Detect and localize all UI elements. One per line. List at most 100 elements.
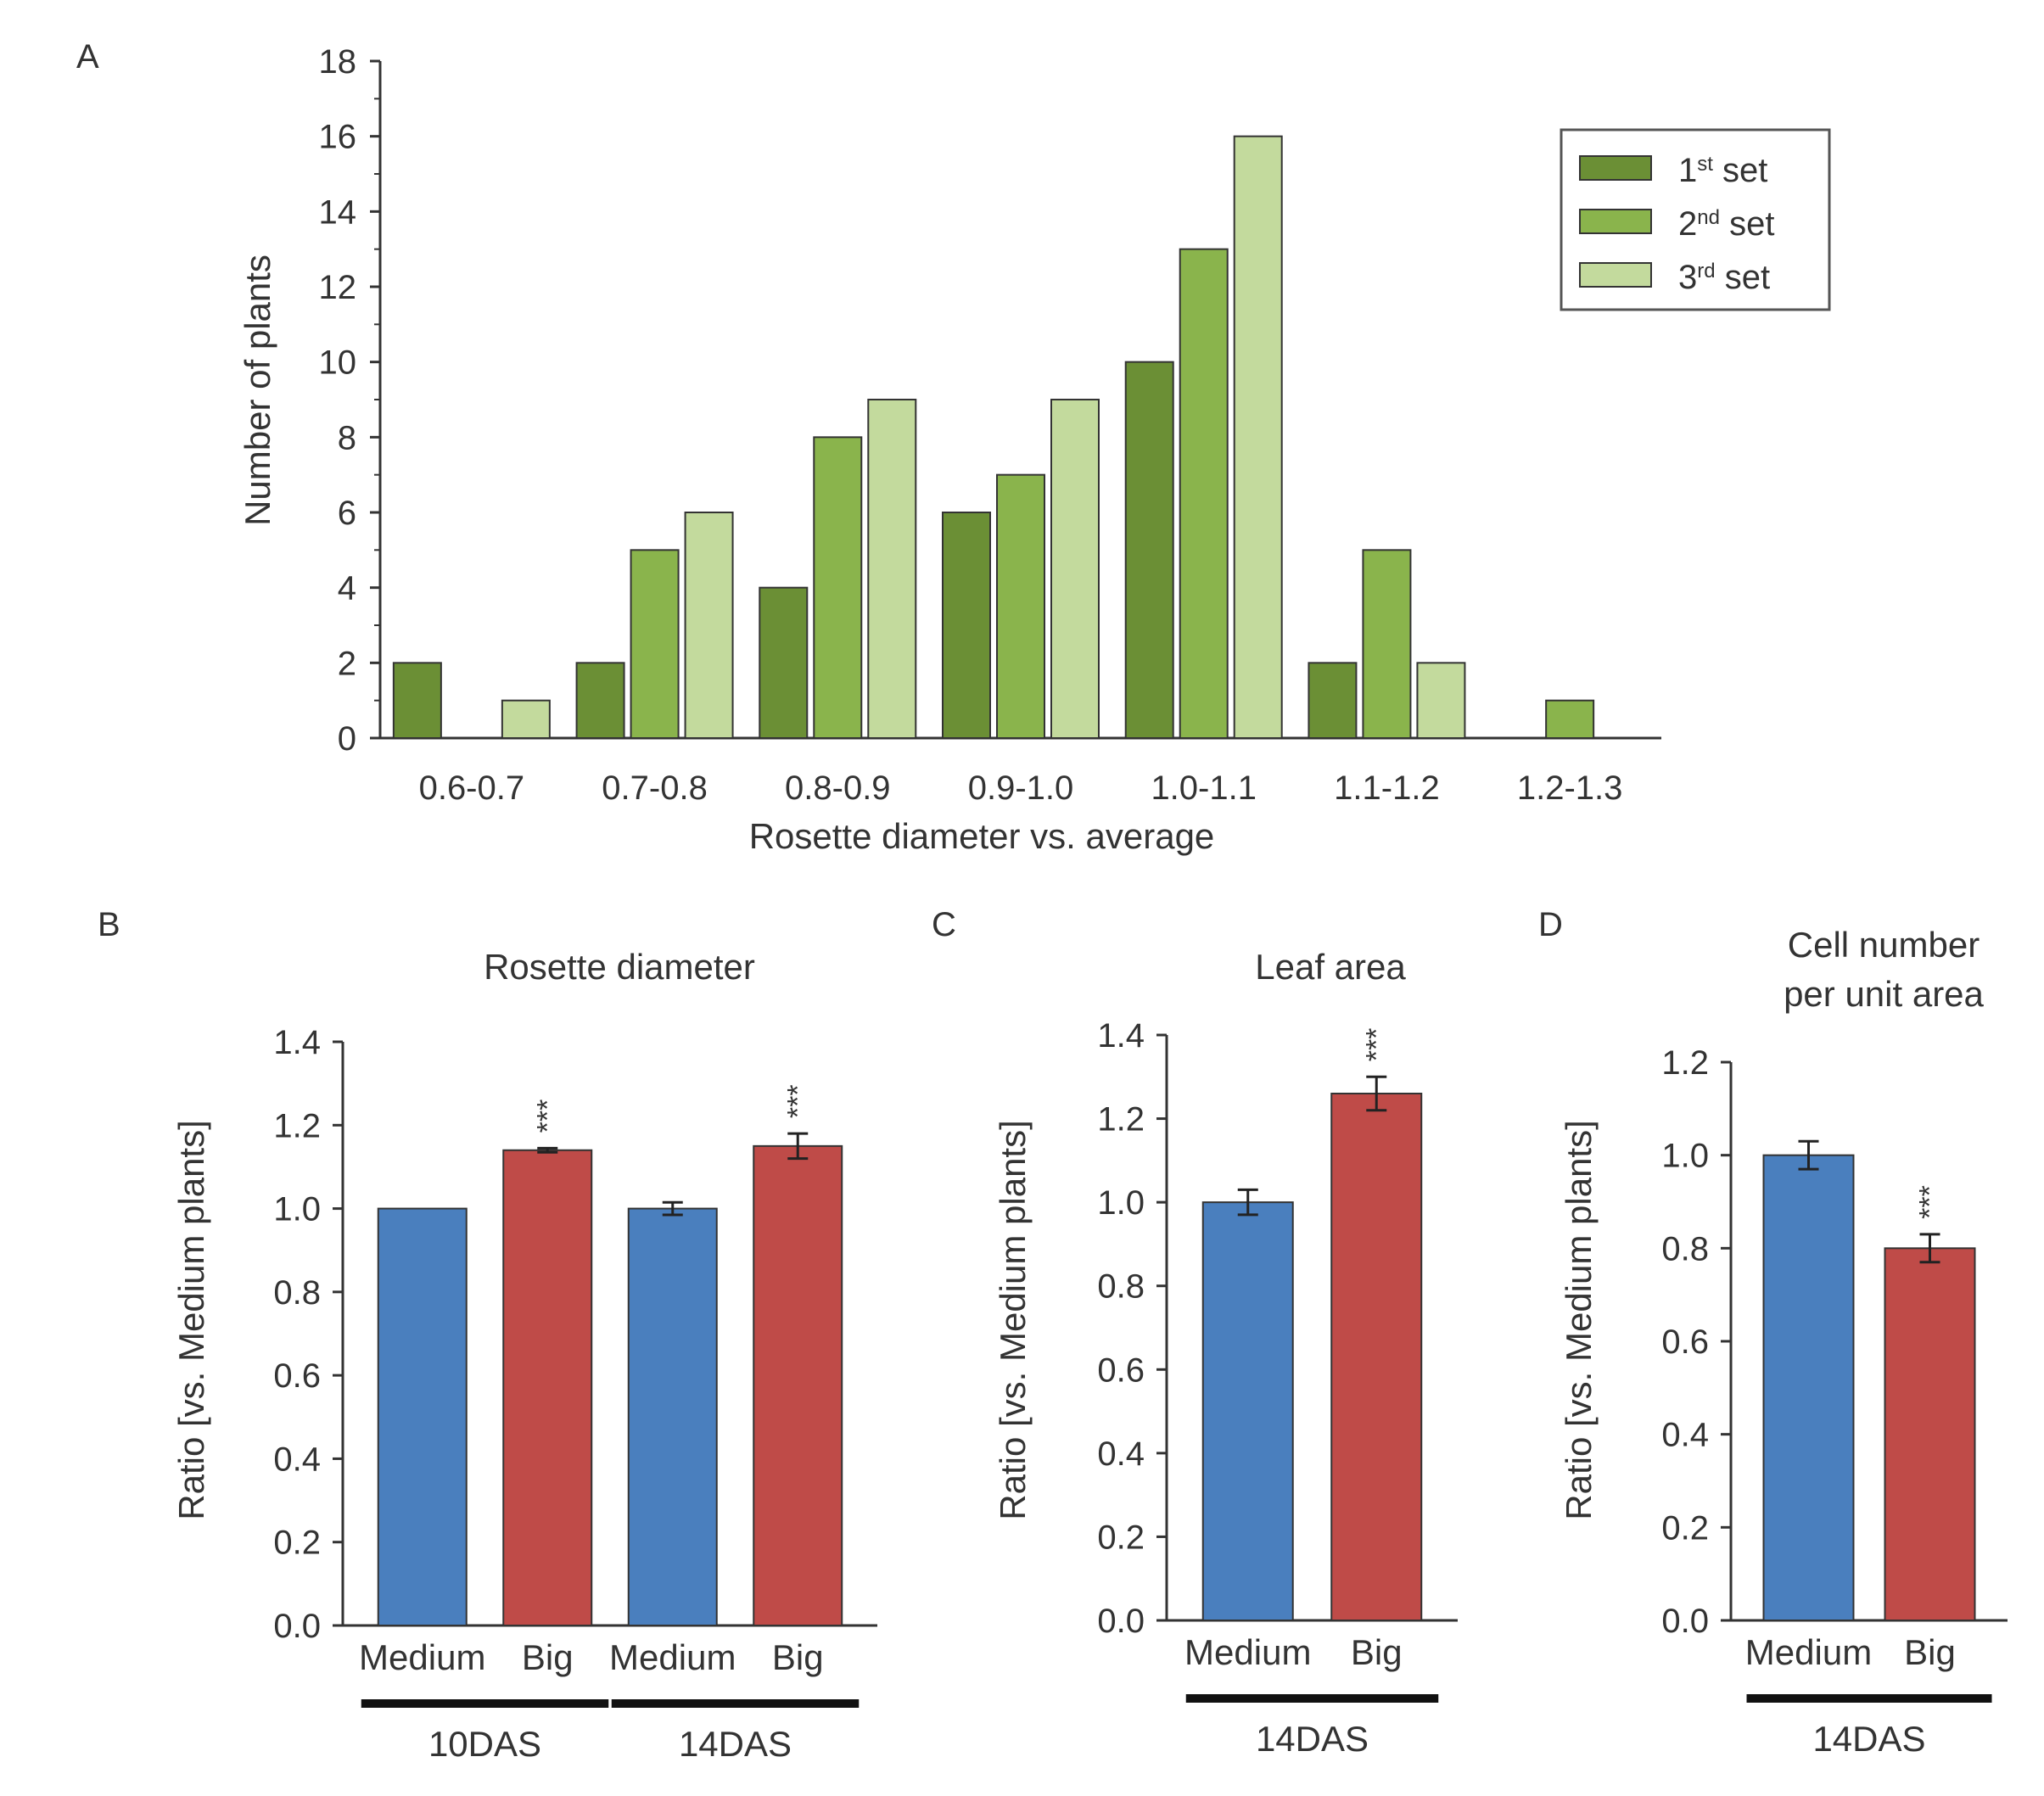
chart-b-y-tick-label: 0.6 xyxy=(273,1357,321,1395)
chart-d-y-tick-label: 1.0 xyxy=(1661,1138,1709,1175)
chart-a-ylabel: Number of plants xyxy=(238,255,277,526)
chart-b-bar-big xyxy=(753,1144,843,1627)
chart-b-y-tick-label: 0.4 xyxy=(273,1441,321,1478)
chart-a-bar-set1 xyxy=(575,662,625,739)
chart-a-x-tick-label: 1.2-1.3 xyxy=(1517,769,1623,807)
chart-c-title: Leaf area xyxy=(1255,947,1406,987)
chart-b-bar-big xyxy=(502,1149,593,1627)
chart-a-y-tick-label: 16 xyxy=(319,119,357,156)
chart-c-group-label: 14DAS xyxy=(1256,1719,1369,1759)
chart-b-y-tick-label: 0.0 xyxy=(273,1608,321,1645)
legend-swatch-set1 xyxy=(1579,155,1652,181)
chart-d-bar-medium xyxy=(1762,1154,1855,1621)
chart-c-y-tick-label: 0.6 xyxy=(1097,1351,1145,1389)
chart-c-y-tick-label: 0.0 xyxy=(1097,1603,1145,1640)
legend-label-set2: 2nd set xyxy=(1678,205,1774,243)
chart-a-y-tick-label: 12 xyxy=(319,269,357,306)
chart-a-y-tick-label: 0 xyxy=(338,720,356,758)
chart-a-bar-set2 xyxy=(1545,699,1595,740)
chart-c-y-tick-label: 0.8 xyxy=(1097,1268,1145,1306)
chart-a-bar-set2 xyxy=(1362,549,1412,739)
chart-a-legend: 1st set 2nd set 3rd set xyxy=(1560,128,1831,311)
chart-b-y-tick-label: 0.2 xyxy=(273,1525,321,1562)
chart-d-title-line2: per unit area xyxy=(1784,974,1984,1014)
chart-d-x-tick-label: Big xyxy=(1904,1632,1956,1672)
chart-b-y-tick-label: 1.2 xyxy=(273,1107,321,1144)
chart-a-x-tick-label: 1.0-1.1 xyxy=(1151,769,1257,807)
chart-a-x-tick-label: 0.8-0.9 xyxy=(785,769,891,807)
chart-a-bar-set3 xyxy=(1050,399,1100,739)
chart-c-ylabel: Ratio [vs. Medium plants] xyxy=(993,1120,1033,1520)
chart-b-title: Rosette diameter xyxy=(484,947,755,987)
chart-b: 0.0 0.2 0.4 0.6 0.8 1.0 1.2 1.4 Medium *** Big Medi… xyxy=(273,1024,877,1764)
chart-a-x-tick-label: 0.7-0.8 xyxy=(602,769,708,807)
legend-swatch-set2 xyxy=(1579,209,1652,234)
chart-a-bar-set2 xyxy=(813,436,863,739)
chart-c-bar-big xyxy=(1330,1093,1423,1621)
chart-b-significance-marker: *** xyxy=(531,1099,563,1133)
chart-b-bar-medium xyxy=(377,1207,468,1626)
chart-a-y-tick-label: 2 xyxy=(338,645,356,682)
chart-a-bar-set1 xyxy=(1308,662,1358,739)
chart-a-bar-set1 xyxy=(392,662,442,739)
chart-d-y-tick-label: 0.6 xyxy=(1661,1323,1709,1361)
chart-b-group-label: 14DAS xyxy=(679,1724,792,1764)
chart-a-bar-set3 xyxy=(867,399,917,739)
chart-b-bar-medium xyxy=(627,1207,718,1626)
chart-a-y-tick-label: 14 xyxy=(319,193,357,231)
chart-d-y-tick-label: 0.4 xyxy=(1661,1417,1709,1454)
legend-swatch-set3 xyxy=(1579,262,1652,288)
panel-label-c: C xyxy=(932,906,956,943)
chart-d-x-tick-label: Medium xyxy=(1745,1632,1872,1672)
chart-b-significance-marker: *** xyxy=(781,1084,814,1118)
legend-label-set1: 1st set xyxy=(1678,152,1767,189)
chart-a-bar-set1 xyxy=(759,586,809,740)
chart-a-y-tick-label: 6 xyxy=(338,495,356,532)
chart-a-x-tick-label: 1.1-1.2 xyxy=(1334,769,1440,807)
chart-c-y-tick-label: 0.4 xyxy=(1097,1435,1145,1473)
chart-c-y-tick-label: 1.4 xyxy=(1097,1017,1145,1055)
chart-d-bar-big xyxy=(1884,1247,1976,1622)
chart-a-xlabel: Rosette diameter vs. average xyxy=(749,816,1215,856)
chart-c-bar-medium xyxy=(1201,1201,1294,1621)
chart-b-x-tick-label: Medium xyxy=(359,1637,485,1677)
chart-b-y-tick-label: 0.8 xyxy=(273,1274,321,1312)
chart-c: 0.0 0.2 0.4 0.6 0.8 1.0 1.2 1.4 Medium *** Big 14DA… xyxy=(1097,1017,1458,1759)
chart-a-bar-set2 xyxy=(1179,248,1229,739)
panel-label-b: B xyxy=(98,906,120,943)
chart-b-ylabel: Ratio [vs. Medium plants] xyxy=(171,1120,211,1520)
chart-c-y-tick-label: 1.0 xyxy=(1097,1184,1145,1222)
chart-c-x-tick-label: Medium xyxy=(1184,1632,1311,1672)
chart-d-y-tick-label: 0.2 xyxy=(1661,1509,1709,1547)
chart-c-significance-marker: *** xyxy=(1360,1028,1392,1062)
chart-a-bar-set3 xyxy=(1416,662,1466,739)
chart-a-bar-set2 xyxy=(996,473,1045,740)
chart-b-y-tick-label: 1.0 xyxy=(273,1191,321,1228)
chart-b-x-tick-label: Big xyxy=(772,1637,824,1677)
chart-a-bar-set1 xyxy=(1124,361,1174,739)
chart-a-y-tick-label: 18 xyxy=(319,43,357,81)
chart-b-group-label: 10DAS xyxy=(428,1724,541,1764)
chart-a-y-tick-label: 4 xyxy=(338,570,356,607)
chart-d-y-tick-label: 1.2 xyxy=(1661,1044,1709,1082)
chart-a: 0 2 4 6 8 10 12 14 16 18 0.6-0.7 0.7-0.8 0.8-0.9 0.9-… xyxy=(319,43,1661,807)
chart-d-significance-marker: *** xyxy=(1914,1185,1946,1219)
legend-label-set3: 3rd set xyxy=(1678,259,1770,296)
chart-d-ylabel: Ratio [vs. Medium plants] xyxy=(1559,1120,1599,1520)
chart-a-x-tick-label: 0.6-0.7 xyxy=(419,769,525,807)
chart-d-y-tick-label: 0.0 xyxy=(1661,1603,1709,1640)
chart-d-group-label: 14DAS xyxy=(1812,1719,1925,1759)
chart-d: 0.0 0.2 0.4 0.6 0.8 1.0 1.2 Medium *** Big 14DAS xyxy=(1661,1044,2008,1759)
chart-c-x-tick-label: Big xyxy=(1351,1632,1403,1672)
chart-a-x-tick-label: 0.9-1.0 xyxy=(968,769,1074,807)
chart-a-bar-set3 xyxy=(501,699,551,740)
chart-b-y-tick-label: 1.4 xyxy=(273,1024,321,1061)
chart-a-bar-set1 xyxy=(942,512,991,739)
chart-d-y-tick-label: 0.8 xyxy=(1661,1230,1709,1267)
chart-d-title-line1: Cell number xyxy=(1788,925,1980,965)
chart-a-y-tick-label: 10 xyxy=(319,344,357,382)
chart-a-bar-set3 xyxy=(1233,135,1283,739)
chart-a-bar-set3 xyxy=(684,512,734,739)
chart-b-x-tick-label: Big xyxy=(522,1637,574,1677)
